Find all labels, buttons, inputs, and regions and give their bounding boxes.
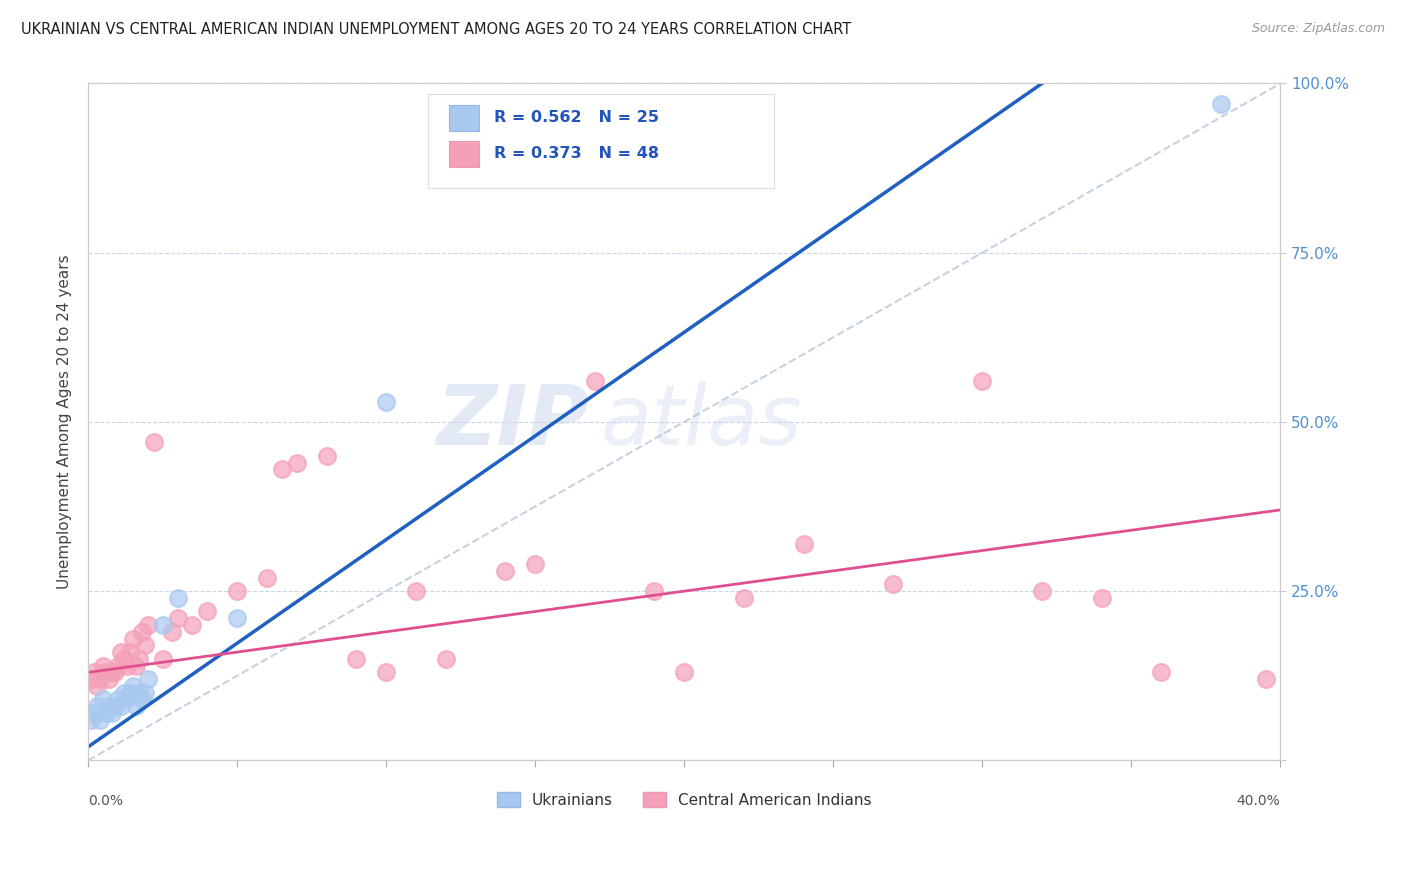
FancyBboxPatch shape [427,94,773,188]
Point [86,699,108,714]
Point [152,652,174,666]
Point [226,611,249,625]
Point [1209,96,1232,111]
Point [118,686,141,700]
Point [375,394,398,409]
Point [101,665,124,680]
Point [128,686,150,700]
Point [118,645,141,659]
Point [98,672,121,686]
Point [142,435,165,450]
Point [226,584,249,599]
Point [80,672,103,686]
FancyBboxPatch shape [450,141,479,167]
Point [1090,591,1112,605]
Point [136,618,159,632]
Point [315,449,337,463]
Point [882,577,904,591]
Point [121,679,143,693]
Point [134,638,156,652]
Point [107,692,129,706]
Point [285,456,308,470]
Text: 0.0%: 0.0% [89,794,124,808]
Point [673,665,696,680]
Point [125,699,148,714]
Point [121,632,143,646]
Text: R = 0.562   N = 25: R = 0.562 N = 25 [494,111,658,126]
Point [91,658,114,673]
Point [643,584,665,599]
Point [166,611,188,625]
Legend: Ukrainians, Central American Indians: Ukrainians, Central American Indians [491,786,879,814]
Point [972,374,994,388]
Point [98,699,121,714]
Point [115,692,138,706]
Point [405,584,427,599]
Point [434,652,457,666]
Point [80,713,103,727]
Point [101,706,124,720]
Point [256,571,278,585]
Y-axis label: Unemployment Among Ages 20 to 24 years: Unemployment Among Ages 20 to 24 years [58,254,72,590]
Point [107,658,129,673]
Text: 40.0%: 40.0% [1237,794,1281,808]
Point [166,591,188,605]
Point [160,624,183,639]
Point [131,692,153,706]
FancyBboxPatch shape [450,105,479,131]
Point [128,652,150,666]
Point [131,624,153,639]
Text: ZIP: ZIP [436,382,589,462]
Point [524,557,547,571]
Point [1150,665,1173,680]
Point [104,699,127,714]
Text: atlas: atlas [600,382,803,462]
Point [494,564,516,578]
Point [110,645,132,659]
Point [94,665,117,680]
Point [83,665,105,680]
Point [1031,584,1053,599]
Point [134,686,156,700]
Point [104,665,127,680]
Text: UKRAINIAN VS CENTRAL AMERICAN INDIAN UNEMPLOYMENT AMONG AGES 20 TO 24 YEARS CORR: UKRAINIAN VS CENTRAL AMERICAN INDIAN UNE… [21,22,852,37]
Point [181,618,204,632]
Point [125,658,148,673]
Point [792,537,814,551]
Point [152,618,174,632]
Point [112,652,135,666]
Point [86,679,108,693]
Point [733,591,755,605]
Point [1254,672,1277,686]
Point [89,672,111,686]
Point [94,706,117,720]
Point [270,462,292,476]
Text: R = 0.373   N = 48: R = 0.373 N = 48 [494,146,658,161]
Point [83,706,105,720]
Point [115,658,138,673]
Point [344,652,367,666]
Point [91,692,114,706]
Text: Source: ZipAtlas.com: Source: ZipAtlas.com [1251,22,1385,36]
Point [583,374,606,388]
Point [375,665,398,680]
Point [112,686,135,700]
Point [110,699,132,714]
Point [89,713,111,727]
Point [195,604,218,618]
Point [136,672,159,686]
